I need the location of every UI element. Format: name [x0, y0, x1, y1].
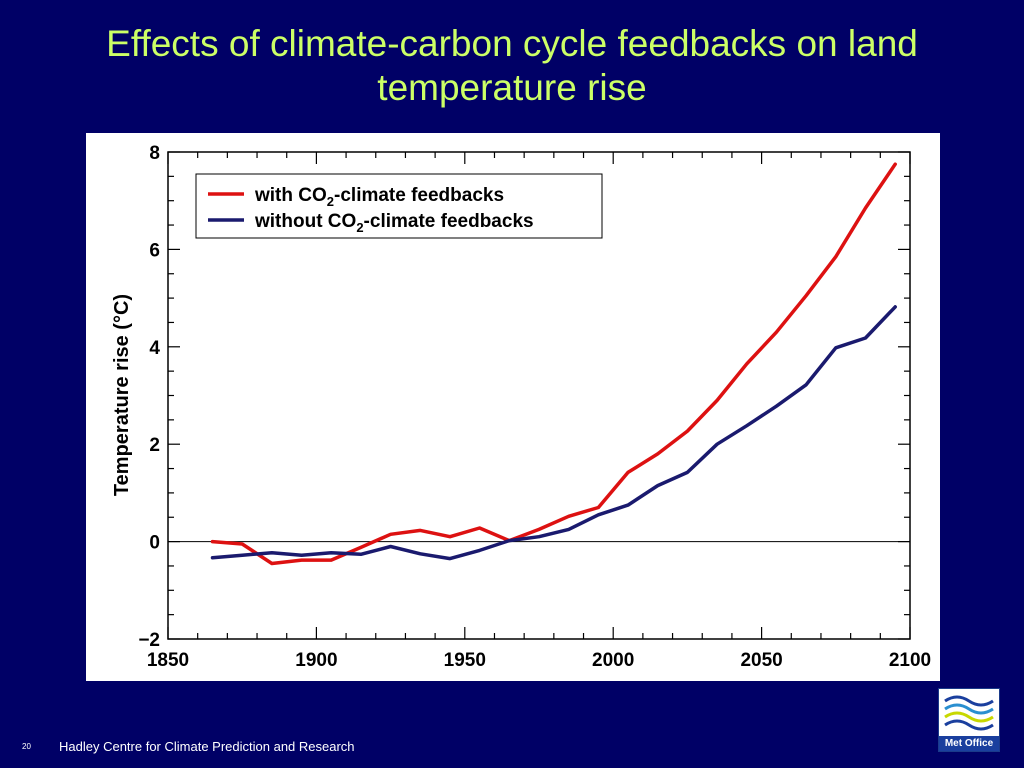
y-tick-label: 8 — [149, 143, 160, 164]
wave-logo-icon — [944, 695, 994, 731]
slide-title: Effects of climate-carbon cycle feedback… — [0, 22, 1024, 110]
x-tick-label: 1850 — [147, 650, 189, 671]
legend-label: with CO2-climate feedbacks — [254, 185, 504, 209]
x-tick-label: 1950 — [444, 650, 486, 671]
y-tick-label: 6 — [149, 240, 160, 261]
x-tick-label: 2100 — [889, 650, 931, 671]
slide-number: 20 — [22, 742, 31, 751]
series-line-without-feedbacks — [210, 305, 897, 561]
y-tick-label: −2 — [138, 630, 160, 651]
y-tick-label: 0 — [149, 533, 160, 554]
x-tick-label: 1900 — [295, 650, 337, 671]
line-chart: 1850 1900 1950 2000 2050 2100 −2 0 2 4 6 8 Temperat… — [111, 143, 931, 671]
legend-label: without CO2-climate feedbacks — [254, 211, 534, 235]
y-tick-label: 2 — [149, 435, 160, 456]
series-line-with-feedbacks — [210, 162, 897, 566]
y-axis-label: Temperature rise (°C) — [111, 294, 133, 496]
slide-title-line-1: Effects of climate-carbon cycle feedback… — [106, 23, 918, 64]
met-office-logo: Met Office — [938, 688, 1000, 752]
slide-title-line-2: temperature rise — [377, 67, 647, 108]
chart-panel: 1850 1900 1950 2000 2050 2100 −2 0 2 4 6 8 Temperat… — [86, 133, 940, 681]
x-tick-label: 2050 — [740, 650, 782, 671]
logo-text: Met Office — [939, 736, 999, 751]
legend-box — [195, 173, 603, 239]
y-tick-label: 4 — [149, 338, 160, 359]
footer-text: Hadley Centre for Climate Prediction and… — [59, 739, 355, 754]
x-tick-label: 2000 — [592, 650, 634, 671]
